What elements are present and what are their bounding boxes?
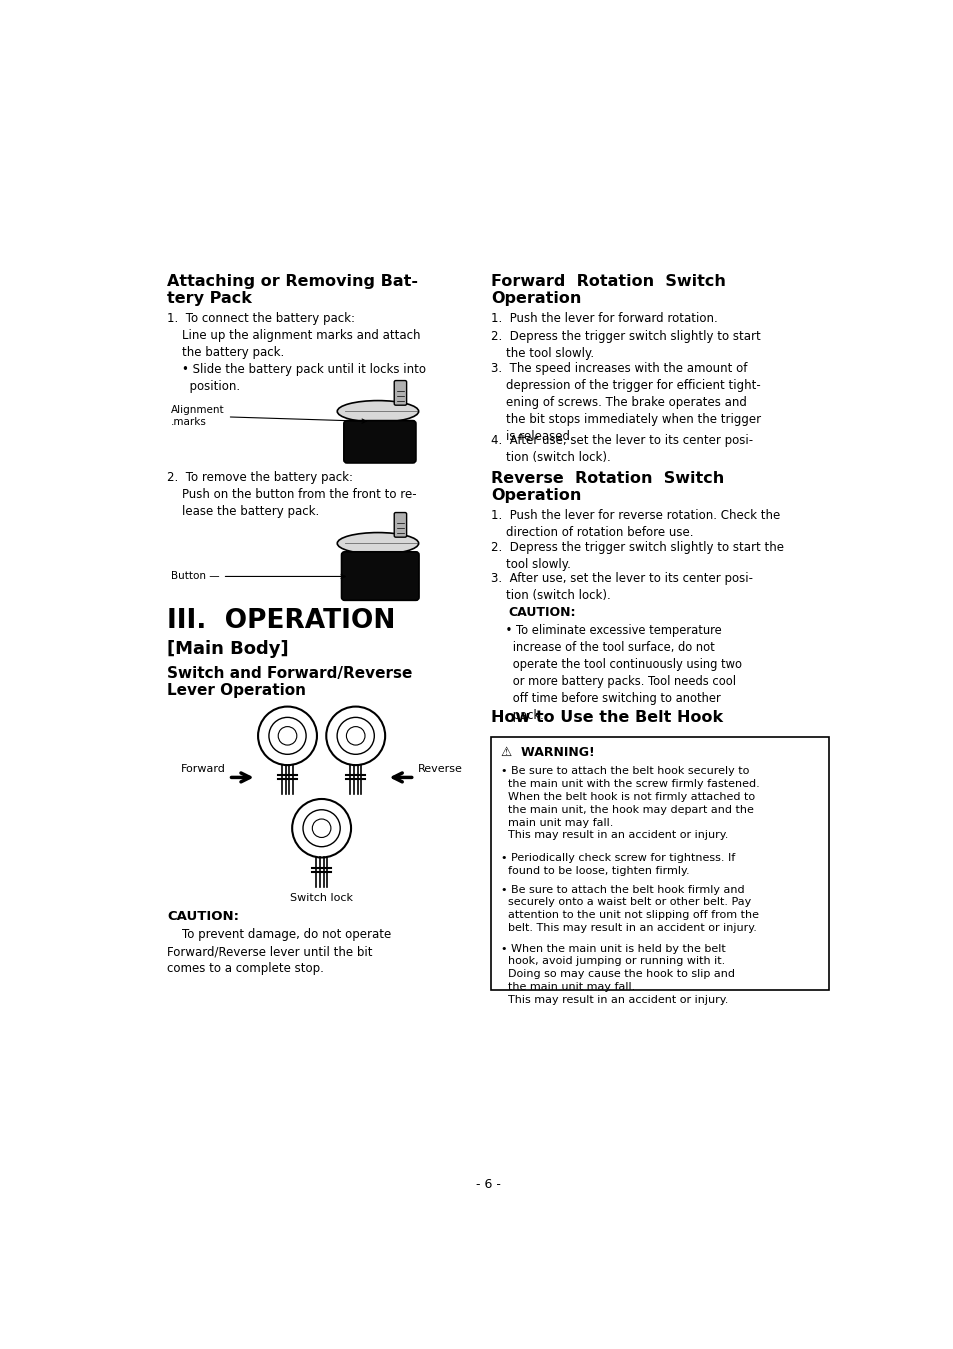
Text: ⚠  WARNING!: ⚠ WARNING!	[500, 746, 594, 759]
FancyBboxPatch shape	[491, 737, 828, 990]
Text: CAUTION:: CAUTION:	[508, 607, 576, 619]
Text: 1.  To connect the battery pack:
    Line up the alignment marks and attach
    : 1. To connect the battery pack: Line up …	[167, 312, 426, 393]
Text: Button —: Button —	[171, 572, 345, 581]
Text: • To eliminate excessive temperature
      increase of the tool surface, do not
: • To eliminate excessive temperature inc…	[491, 625, 741, 722]
Text: • Periodically check screw for tightness. If
  found to be loose, tighten firmly: • Periodically check screw for tightness…	[500, 853, 734, 876]
Text: 4.  After use, set the lever to its center posi-
    tion (switch lock).: 4. After use, set the lever to its cente…	[491, 434, 753, 464]
Text: Reverse: Reverse	[417, 765, 462, 774]
Text: 3.  The speed increases with the amount of
    depression of the trigger for eff: 3. The speed increases with the amount o…	[491, 362, 760, 442]
Text: To prevent damage, do not operate
Forward/Reverse lever until the bit
comes to a: To prevent damage, do not operate Forwar…	[167, 928, 391, 975]
Text: CAUTION:: CAUTION:	[167, 909, 239, 923]
Text: Attaching or Removing Bat-
tery Pack: Attaching or Removing Bat- tery Pack	[167, 274, 417, 306]
Ellipse shape	[337, 401, 418, 422]
Text: - 6 -: - 6 -	[476, 1178, 501, 1191]
Text: 2.  Depress the trigger switch slightly to start the
    tool slowly.: 2. Depress the trigger switch slightly t…	[491, 541, 783, 571]
Text: [Main Body]: [Main Body]	[167, 641, 289, 658]
Text: 2.  To remove the battery pack:
    Push on the button from the front to re-
   : 2. To remove the battery pack: Push on t…	[167, 471, 416, 518]
Text: 3.  After use, set the lever to its center posi-
    tion (switch lock).: 3. After use, set the lever to its cente…	[491, 572, 753, 603]
Text: 1.  Push the lever for forward rotation.: 1. Push the lever for forward rotation.	[491, 312, 718, 325]
Text: Switch lock: Switch lock	[290, 893, 353, 902]
Text: Reverse  Rotation  Switch
Operation: Reverse Rotation Switch Operation	[491, 471, 724, 503]
Text: How to Use the Belt Hook: How to Use the Belt Hook	[491, 710, 722, 726]
Circle shape	[258, 707, 316, 765]
Circle shape	[326, 707, 385, 765]
FancyBboxPatch shape	[341, 552, 418, 600]
Text: Alignment
.marks: Alignment .marks	[171, 405, 366, 426]
Text: Forward  Rotation  Switch
Operation: Forward Rotation Switch Operation	[491, 274, 725, 306]
Text: • Be sure to attach the belt hook firmly and
  securely onto a waist belt or oth: • Be sure to attach the belt hook firmly…	[500, 885, 758, 934]
Circle shape	[292, 799, 351, 858]
FancyBboxPatch shape	[343, 421, 416, 463]
FancyBboxPatch shape	[394, 380, 406, 405]
Text: • Be sure to attach the belt hook securely to
  the main unit with the screw fir: • Be sure to attach the belt hook secure…	[500, 766, 759, 840]
Text: • When the main unit is held by the belt
  hook, avoid jumping or running with i: • When the main unit is held by the belt…	[500, 943, 734, 1005]
Text: Switch and Forward/Reverse
Lever Operation: Switch and Forward/Reverse Lever Operati…	[167, 666, 413, 699]
Text: III.  OPERATION: III. OPERATION	[167, 608, 395, 634]
Text: 2.  Depress the trigger switch slightly to start
    the tool slowly.: 2. Depress the trigger switch slightly t…	[491, 331, 760, 360]
FancyBboxPatch shape	[394, 513, 406, 537]
Text: 1.  Push the lever for reverse rotation. Check the
    direction of rotation bef: 1. Push the lever for reverse rotation. …	[491, 509, 780, 540]
Ellipse shape	[337, 533, 418, 554]
Text: Forward: Forward	[180, 765, 225, 774]
